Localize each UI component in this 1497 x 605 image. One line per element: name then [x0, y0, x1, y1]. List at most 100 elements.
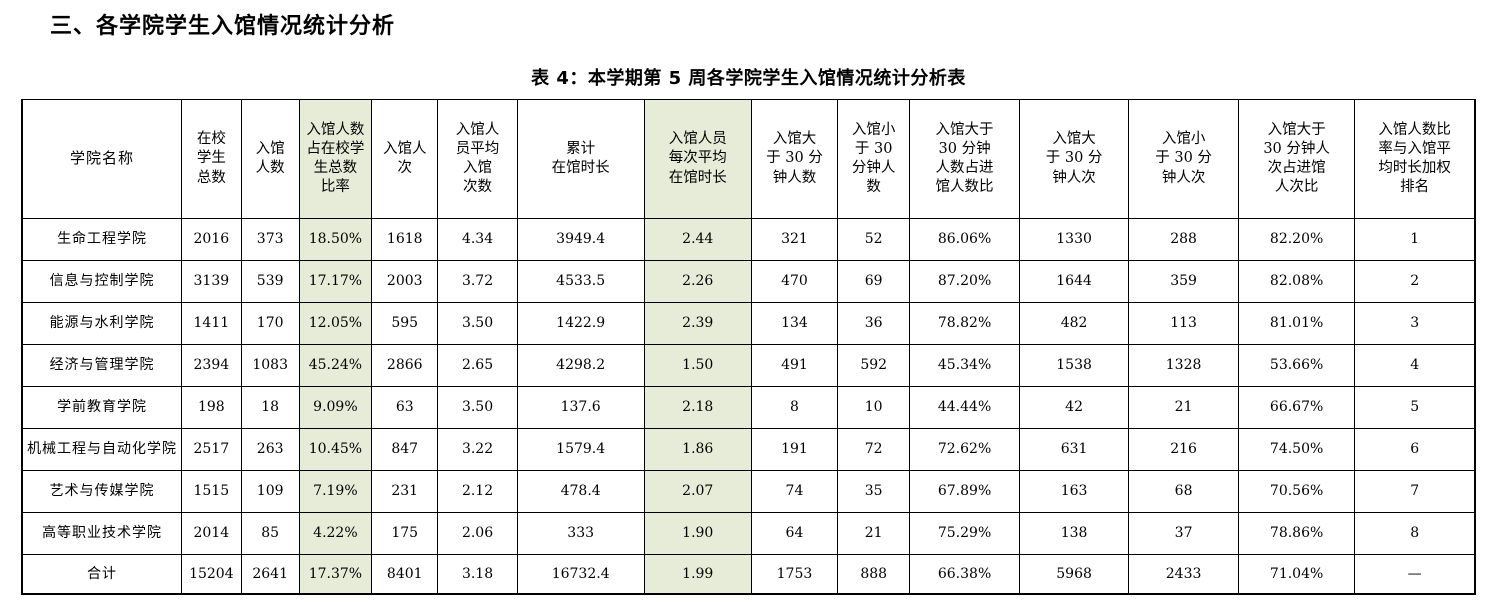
data-cell: 4.34	[437, 218, 518, 261]
total-cell: 71.04%	[1237, 554, 1356, 595]
data-cell: 198	[181, 386, 242, 429]
data-cell: 163	[1018, 470, 1130, 513]
data-cell: 1579.4	[516, 428, 645, 471]
data-cell: 1.90	[643, 512, 752, 555]
data-cell: 1411	[181, 302, 242, 345]
data-cell: 2.65	[437, 344, 518, 387]
data-cell: 87.20%	[909, 260, 1020, 303]
data-cell: 4.22%	[298, 512, 373, 555]
total-cell: 1.99	[643, 554, 752, 595]
table-row: 机械工程与自动化学院 2517 263 10.45% 847 3.22 1579.4 1.86…	[21, 428, 1477, 471]
data-cell: 21	[837, 512, 911, 555]
college-name-cell: 机械工程与自动化学院	[21, 428, 183, 471]
data-cell: 21	[1128, 386, 1239, 429]
data-cell: 45.34%	[909, 344, 1020, 387]
data-cell: 373	[240, 218, 300, 261]
data-cell: 53.66%	[1237, 344, 1356, 387]
data-cell: 86.06%	[909, 218, 1020, 261]
total-cell: 66.38%	[909, 554, 1020, 595]
total-cell: 8401	[371, 554, 439, 595]
data-cell: 1.86	[643, 428, 752, 471]
data-cell: 66.67%	[1237, 386, 1356, 429]
column-header-10: 入馆大于 30 分钟 人数占进 馆人数比	[909, 99, 1020, 219]
data-cell: 7.19%	[298, 470, 373, 513]
data-cell: 2014	[181, 512, 242, 555]
total-cell: —	[1354, 554, 1477, 595]
data-cell: 74.50%	[1237, 428, 1356, 471]
total-label-cell: 合计	[21, 554, 183, 595]
table-row: 艺术与传媒学院 1515 109 7.19% 231 2.12 478.4 2.07 74 35 6…	[21, 470, 1477, 513]
table-header-row: 学院名称 在校 学生 总数 入馆 人数 入馆人数 占在校学 生总数 比率 入馆人次入馆人 员平均 入馆次…	[21, 99, 1477, 219]
data-cell: 64	[750, 512, 839, 555]
data-cell: 4298.2	[516, 344, 645, 387]
data-cell: 631	[1018, 428, 1130, 471]
data-cell: 3.22	[437, 428, 518, 471]
data-cell: 2	[1354, 260, 1477, 303]
data-cell: 82.20%	[1237, 218, 1356, 261]
data-cell: 75.29%	[909, 512, 1020, 555]
data-cell: 18.50%	[298, 218, 373, 261]
college-name-cell: 学前教育学院	[21, 386, 183, 429]
data-cell: 45.24%	[298, 344, 373, 387]
data-cell: 82.08%	[1237, 260, 1356, 303]
data-cell: 68	[1128, 470, 1239, 513]
data-cell: 539	[240, 260, 300, 303]
data-cell: 1538	[1018, 344, 1130, 387]
data-cell: 17.17%	[298, 260, 373, 303]
data-cell: 63	[371, 386, 439, 429]
total-cell: 2641	[240, 554, 300, 595]
data-cell: 2.44	[643, 218, 752, 261]
data-cell: 175	[371, 512, 439, 555]
data-cell: 72	[837, 428, 911, 471]
table-body: 学院名称 在校 学生 总数 入馆 人数 入馆人数 占在校学 生总数 比率 入馆人次入馆人 员平均 入馆次…	[21, 99, 1477, 595]
table-row: 生命工程学院 2016 373 18.50% 1618 4.34 3949.4 2.44 321…	[21, 218, 1477, 261]
column-header-11: 入馆大于 30 分钟人次	[1018, 99, 1130, 219]
data-cell: 2.26	[643, 260, 752, 303]
data-cell: 138	[1018, 512, 1130, 555]
column-header-14: 入馆人数比 率与入馆平 均时长加权 排名	[1354, 99, 1477, 219]
data-cell: 137.6	[516, 386, 645, 429]
data-cell: 478.4	[516, 470, 645, 513]
column-header-12: 入馆小于 30 分钟人次	[1128, 99, 1239, 219]
data-cell: 1644	[1018, 260, 1130, 303]
data-cell: 2.39	[643, 302, 752, 345]
data-cell: 1515	[181, 470, 242, 513]
data-cell: 482	[1018, 302, 1130, 345]
stats-table-container: 学院名称 在校 学生 总数 入馆 人数 入馆人数 占在校学 生总数 比率 入馆人次入馆人 员平均 入馆次…	[21, 99, 1477, 595]
data-cell: 595	[371, 302, 439, 345]
total-cell: 1753	[750, 554, 839, 595]
data-cell: 6	[1354, 428, 1477, 471]
data-cell: 36	[837, 302, 911, 345]
college-name-cell: 高等职业技术学院	[21, 512, 183, 555]
column-header-9: 入馆小于 30 分钟人数	[837, 99, 911, 219]
data-cell: 263	[240, 428, 300, 471]
data-cell: 2016	[181, 218, 242, 261]
data-cell: 3	[1354, 302, 1477, 345]
data-cell: 2517	[181, 428, 242, 471]
data-cell: 1.50	[643, 344, 752, 387]
data-cell: 170	[240, 302, 300, 345]
data-cell: 109	[240, 470, 300, 513]
table-row: 高等职业技术学院 2014 85 4.22% 175 2.06 333 1.90 64 21 75.…	[21, 512, 1477, 555]
data-cell: 2003	[371, 260, 439, 303]
data-cell: 359	[1128, 260, 1239, 303]
data-cell: 3139	[181, 260, 242, 303]
data-cell: 3949.4	[516, 218, 645, 261]
data-cell: 69	[837, 260, 911, 303]
data-cell: 847	[371, 428, 439, 471]
data-cell: 10	[837, 386, 911, 429]
data-cell: 67.89%	[909, 470, 1020, 513]
data-cell: 231	[371, 470, 439, 513]
table-row: 信息与控制学院 3139 539 17.17% 2003 3.72 4533.5 2.26 47…	[21, 260, 1477, 303]
data-cell: 1330	[1018, 218, 1130, 261]
data-cell: 4	[1354, 344, 1477, 387]
data-cell: 491	[750, 344, 839, 387]
data-cell: 35	[837, 470, 911, 513]
section-heading: 三、各学院学生入馆情况统计分析	[50, 14, 396, 39]
table-row: 能源与水利学院 1411 170 12.05% 595 3.50 1422.9 2.39 134…	[21, 302, 1477, 345]
column-header-13: 入馆大于 30 分钟人 次占进馆 人次比	[1237, 99, 1356, 219]
column-header-4: 入馆人次	[371, 99, 439, 219]
data-cell: 592	[837, 344, 911, 387]
data-cell: 470	[750, 260, 839, 303]
